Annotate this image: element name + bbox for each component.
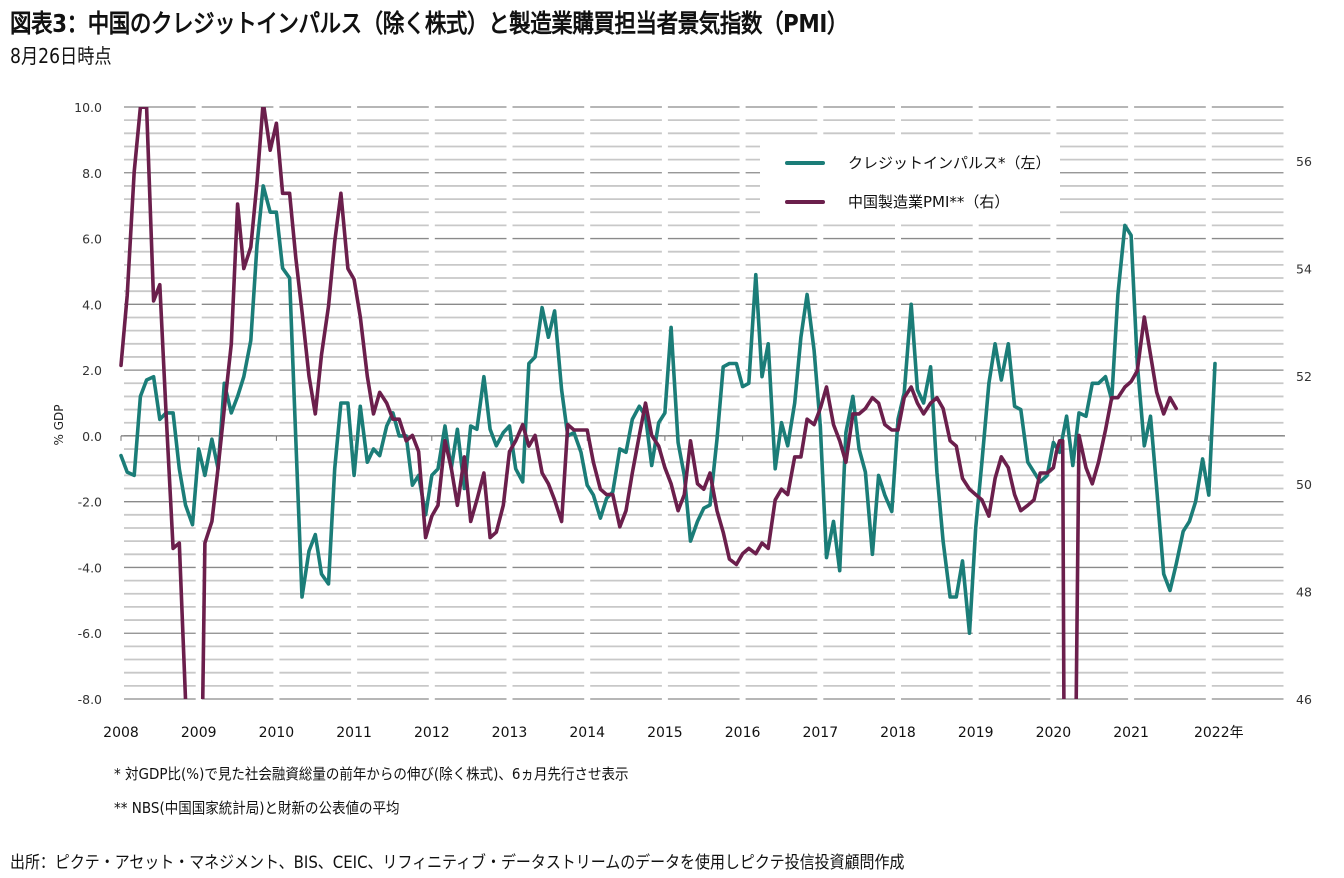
series-line-pmi bbox=[119, 107, 1178, 699]
chart-subtitle: 8月26日時点 bbox=[10, 44, 112, 68]
x-tick-label: 2011 bbox=[336, 725, 372, 741]
right-tick-label: 46 bbox=[1296, 692, 1312, 707]
x-tick-label: 2014 bbox=[569, 725, 605, 741]
left-tick-label: 2.0 bbox=[82, 363, 102, 378]
left-tick-label: 0.0 bbox=[82, 429, 102, 444]
right-axis: 46 48 50 52 54 56 bbox=[1296, 154, 1312, 707]
legend-label-credit-impulse: クレジットインパルス*（左） bbox=[848, 154, 1051, 172]
footnote-2: ** NBS(中国国家統計局)と財新の公表値の平均 bbox=[114, 799, 400, 817]
left-tick-label: 4.0 bbox=[82, 297, 102, 312]
x-tick-label: 2019 bbox=[958, 725, 994, 741]
left-axis-label: % GDP bbox=[52, 405, 66, 446]
legend-background bbox=[760, 140, 1060, 220]
x-tick-label: 2022年 bbox=[1194, 725, 1244, 741]
x-tick-label: 2021 bbox=[1113, 725, 1149, 741]
x-tick-label: 2012 bbox=[414, 725, 450, 741]
x-tick-label: 2018 bbox=[880, 725, 916, 741]
right-tick-label: 48 bbox=[1296, 584, 1312, 599]
left-axis: -8.0 -6.0 -4.0 -2.0 0.0 2.0 4.0 6.0 8.0 10.0 bbox=[74, 100, 102, 707]
left-tick-label: 6.0 bbox=[82, 232, 102, 247]
legend-label-pmi: 中国製造業PMI**（右） bbox=[848, 193, 1009, 211]
x-tick-label: 2015 bbox=[647, 725, 683, 741]
x-axis: 2008 2009 2010 2011 2012 2013 2014 2015 2016 2017… bbox=[103, 725, 1243, 741]
left-tick-label: -8.0 bbox=[78, 692, 102, 707]
left-tick-label: -6.0 bbox=[78, 626, 102, 641]
x-tick-label: 2016 bbox=[725, 725, 761, 741]
left-tick-label: -2.0 bbox=[78, 495, 102, 510]
source-note: 出所：ピクテ・アセット・マネジメント、BIS、CEIC、リフィニティブ・データス… bbox=[10, 853, 905, 873]
x-tick-label: 2013 bbox=[492, 725, 528, 741]
legend: クレジットインパルス*（左） 中国製造業PMI**（右） bbox=[760, 140, 1060, 220]
series-layer bbox=[119, 107, 1217, 699]
x-tick-label: 2017 bbox=[802, 725, 838, 741]
footnote-1: * 対GDP比(%)で見た社会融資総量の前年からの伸び(除く株式)、6ヵ月先行さ… bbox=[114, 765, 629, 783]
right-tick-label: 54 bbox=[1296, 262, 1312, 277]
chart: -8.0 -6.0 -4.0 -2.0 0.0 2.0 4.0 6.0 8.0 10.0 46 48… bbox=[52, 100, 1312, 741]
left-tick-label: 8.0 bbox=[82, 166, 102, 181]
gridlines bbox=[120, 106, 1285, 700]
x-tick-label: 2010 bbox=[259, 725, 295, 741]
x-tick-label: 2008 bbox=[103, 725, 139, 741]
left-tick-label: 10.0 bbox=[74, 100, 102, 115]
chart-title: 図表3：中国のクレジットインパルス（除く株式）と製造業購買担当者景気指数（PMI… bbox=[10, 9, 848, 38]
x-tick-label: 2020 bbox=[1036, 725, 1072, 741]
x-tick-label: 2009 bbox=[181, 725, 217, 741]
series-line-credit-impulse bbox=[119, 184, 1217, 636]
left-tick-label: -4.0 bbox=[78, 560, 102, 575]
right-tick-label: 56 bbox=[1296, 154, 1312, 169]
right-tick-label: 50 bbox=[1296, 477, 1312, 492]
right-tick-label: 52 bbox=[1296, 369, 1312, 384]
